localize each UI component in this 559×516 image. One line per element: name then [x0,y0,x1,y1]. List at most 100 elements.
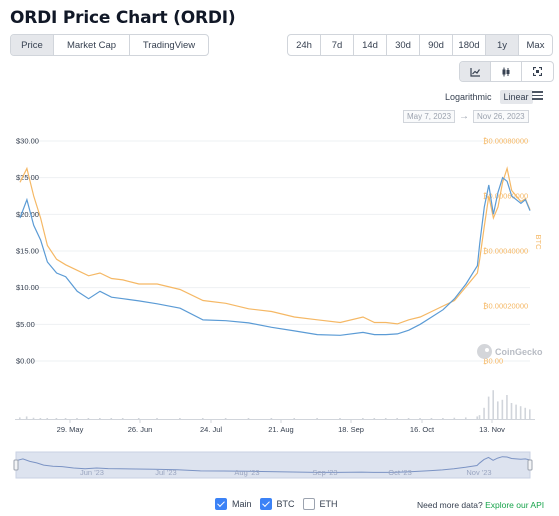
logarithmic-option[interactable]: Logarithmic [445,92,492,102]
y-right-tick-label: ₿0.00080000 [483,137,528,146]
linear-option[interactable]: Linear [499,90,533,104]
hamburger-menu-icon[interactable] [532,91,543,100]
y-right-tick-label: ₿0.00060000 [483,192,528,201]
volume-bar [362,418,364,419]
volume-bar [76,418,78,419]
legend-btc[interactable]: BTC [259,498,295,510]
range-7d-button[interactable]: 7d [321,35,354,55]
volume-bars [19,390,531,419]
navigator-tick-label: Aug '23 [234,468,259,477]
navigator-tick-label: Nov '23 [466,468,491,477]
range-24h-button[interactable]: 24h [288,35,321,55]
volume-bar [64,418,67,419]
y-axis-right-title: BTC [534,235,543,251]
y-left-tick-label: $25.00 [16,173,39,182]
volume-bar [476,416,478,419]
volume-bar [247,418,250,419]
need-more-data: Need more data? Explore our API [417,500,544,510]
x-tick-label: 29. May [57,425,84,434]
range-30d-button[interactable]: 30d [387,35,420,55]
volume-bar [396,418,398,419]
volume-bar [419,418,421,419]
navigator-tick-label: Jul '23 [155,468,176,477]
price-chart[interactable]: $0.00 $5.00 $10.00 $15.00 $20.00 $25.00 $30.00… [0,130,559,485]
range-90d-button[interactable]: 90d [420,35,453,55]
legend-btc-label: BTC [276,499,295,509]
main-checkbox[interactable] [215,498,227,510]
navigator-handle [13,459,19,471]
y-right-tick-label: ₿0.00 [483,357,503,366]
tab-market-cap[interactable]: Market Cap [54,35,130,55]
y-right-tick-label: ₿0.00040000 [483,247,528,256]
main-line [19,176,531,336]
volume-bar [293,418,296,419]
page-title: ORDI Price Chart (ORDI) [10,8,236,28]
range-max-button[interactable]: Max [526,39,545,51]
volume-bar [430,418,433,419]
navigator-tick-label: Sep '23 [312,468,337,477]
explore-api-link[interactable]: Explore our API [485,500,545,510]
series-legend: Main BTC ETH [215,498,338,510]
volume-bar [87,418,90,419]
volume-bar [464,417,467,419]
volume-bar [487,396,490,419]
tab-price[interactable]: Price [11,35,54,55]
y-left-tick-label: $15.00 [16,247,39,256]
coingecko-logo-icon [477,344,492,359]
volume-bar [496,401,499,419]
eth-checkbox[interactable] [302,498,315,510]
btc-checkbox[interactable] [259,498,272,510]
volume-bar [137,418,140,419]
range-180d-button[interactable]: 180d [453,35,486,55]
legend-eth[interactable]: ETH [302,498,338,510]
volume-bar [25,416,28,419]
tab-tradingview[interactable]: TradingView [142,39,196,51]
range-14d-button[interactable]: 14d [354,35,387,55]
x-tick-label: 21. Aug [268,425,293,434]
arrow-right-icon: → [459,111,470,122]
navigator-line [15,456,531,473]
volume-bar [339,418,341,419]
y-right-tick-label: ₿0.00020000 [483,302,528,311]
volume-bar [407,418,410,419]
range-1y-button[interactable]: 1y [486,35,519,55]
x-tick-label: 16. Oct [410,425,435,434]
candlestick-button[interactable] [491,62,522,81]
btc-line [19,166,531,325]
chart-tabs: Price Market Cap TradingView [10,34,209,56]
volume-bar [519,406,522,419]
volume-bar [179,418,181,419]
x-tick-label: 18. Sep [338,425,364,434]
volume-bar [442,418,444,419]
y-axis-left: $0.00 $5.00 $10.00 $15.00 $20.00 $25.00 $30.00 [16,137,39,366]
volume-bar [492,390,495,419]
volume-bar [270,418,273,419]
y-left-tick-label: $10.00 [16,283,39,292]
date-from-input[interactable]: May 7, 2023 [403,110,456,123]
volume-bar [524,407,527,419]
date-to-input[interactable]: Nov 26, 2023 [473,110,529,123]
navigator-tick-label: Oct '23 [388,468,412,477]
y-axis-right: ₿0.00 ₿0.00020000 ₿0.00040000 ₿0.00060000 ₿0… [483,137,528,366]
y-left-tick-label: $20.00 [16,210,39,219]
y-left-tick-label: $30.00 [16,137,39,146]
need-more-text: Need more data? [417,500,483,510]
volume-bar [506,395,508,419]
fullscreen-icon [533,67,542,76]
fullscreen-button[interactable] [522,62,553,81]
range-navigator: Jun '23 Jul '23 Aug '23 Sep '23 Oct '23 Nov '… [13,451,533,479]
x-tick-label: 13. Nov [479,425,505,434]
volume-bar [316,418,318,419]
volume-bar [46,418,49,419]
candlestick-icon [502,67,510,76]
legend-main[interactable]: Main [215,498,252,510]
time-range-selector: 24h 7d 14d 30d 90d 180d 1y Max [287,34,553,56]
volume-bar [515,404,517,419]
volume-bar [156,418,158,419]
y-left-tick-label: $5.00 [16,320,35,329]
volume-bar [483,407,485,419]
navigator-handle [527,459,533,471]
scale-toggle: Logarithmic Linear [441,90,533,104]
x-tick-label: 24. Jul [200,425,222,434]
line-chart-button[interactable] [460,62,491,81]
